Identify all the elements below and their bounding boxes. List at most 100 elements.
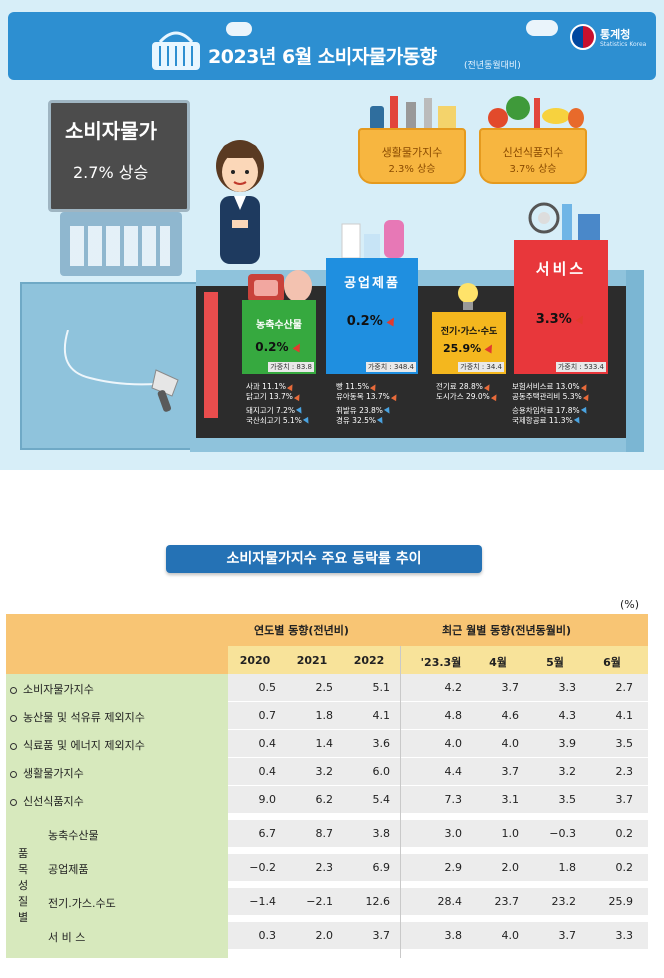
side-category-label: 품목성질별 — [16, 846, 30, 926]
arrow-up-icon — [492, 394, 499, 401]
row-label: 농축수산물 — [48, 827, 99, 843]
row-separator — [228, 847, 648, 848]
services-items: 보험서비스료 13.0% 공동주택관리비 5.3% 승용차임차료 17.8% 국… — [512, 382, 591, 426]
table-cell: 5.1 — [372, 681, 391, 694]
table-cell: 6.9 — [372, 861, 391, 874]
table-cell: 0.3 — [258, 929, 277, 942]
utilities-box: 전기·가스·수도 25.9% 가중치 : 34.4 — [432, 312, 506, 374]
table-cell: 4.2 — [444, 681, 463, 694]
agri-name: 농축수산물 — [256, 320, 302, 331]
row-shade — [228, 730, 648, 758]
industrial-items: 빵 11.5% 유아동복 13.7% 휘발유 23.8% 경유 32.5% — [336, 382, 399, 426]
row-separator — [228, 701, 648, 702]
monthly-group-header: 최근 월별 동향(전년동월비) — [442, 624, 572, 637]
column-header: '23.3월 — [420, 656, 462, 669]
table-cell: 5.4 — [372, 793, 391, 806]
table-cell: 3.7 — [558, 929, 577, 942]
fresh-food-icon — [488, 96, 584, 130]
table-cell: 9.0 — [258, 793, 277, 806]
table-cell: 3.2 — [558, 765, 577, 778]
row-separator — [228, 915, 648, 916]
row-separator — [228, 813, 648, 814]
cloud-icon — [226, 22, 252, 36]
table-cell: 0.4 — [258, 765, 277, 778]
table-row: 생활물가지수 0.4 3.2 6.0 4.4 3.7 3.2 2.3 — [6, 758, 648, 786]
row-label-text: 신선식품지수 — [23, 795, 84, 808]
table-row: 공업제품 −0.2 2.3 6.9 2.9 2.0 1.8 0.2 — [6, 854, 648, 882]
table-cell: 3.7 — [615, 793, 634, 806]
list-item: 휘발유 23.8% — [336, 406, 399, 416]
arrow-up-icon — [371, 384, 378, 391]
arrow-up-icon — [392, 394, 399, 401]
row-label-text: 서 비 스 — [48, 931, 86, 944]
row-shade — [228, 888, 648, 916]
list-item: 닭고기 13.7% — [246, 392, 311, 402]
table-cell: 0.5 — [258, 681, 277, 694]
row-label: 소비자물가지수 — [10, 681, 94, 697]
arrow-down-icon — [575, 418, 582, 425]
utilities-name: 전기·가스·수도 — [440, 327, 498, 337]
shopping-basket-icon — [152, 31, 200, 70]
industrial-name: 공업제품 — [344, 276, 400, 291]
list-item: 도시가스 29.0% — [436, 392, 499, 402]
industrial-box: 공업제품 0.2% 가중치 : 348.4 — [326, 258, 418, 374]
row-separator — [228, 729, 648, 730]
list-item: 보험서비스료 13.0% — [512, 382, 591, 392]
table-column-header-row — [228, 646, 648, 674]
row-shade — [228, 922, 648, 950]
row-label: 공업제품 — [48, 861, 88, 877]
agri-box: 농축수산물 0.2% 가중치 : 83.8 — [242, 300, 316, 374]
table-cell: 2.9 — [444, 861, 463, 874]
table-cell: 4.4 — [444, 765, 463, 778]
agri-items: 사과 11.1% 닭고기 13.7% 돼지고기 7.2% 국산쇠고기 5.1% — [246, 382, 311, 426]
table-cell: 4.0 — [501, 929, 520, 942]
table-cell: 3.8 — [444, 929, 463, 942]
table-title-bar: 소비자물가지수 주요 등락률 추이 — [166, 545, 482, 573]
table-cell: 1.8 — [315, 709, 334, 722]
services-weight: 가중치 : 533.4 — [555, 362, 606, 372]
arrow-up-icon — [584, 394, 591, 401]
table-cell: 28.4 — [437, 895, 463, 908]
table-cell: 4.8 — [444, 709, 463, 722]
column-header: 4월 — [489, 656, 507, 669]
unit-label: (%) — [620, 598, 640, 611]
arrow-up-icon — [387, 317, 397, 327]
row-shade — [228, 854, 648, 882]
industrial-weight: 가중치 : 348.4 — [365, 362, 416, 372]
annual-group-header: 연도별 동향(전년비) — [254, 624, 349, 637]
row-label-text: 전기.가스.수도 — [48, 897, 116, 910]
row-label-text: 농축수산물 — [48, 829, 99, 842]
table-cell: 0.4 — [258, 737, 277, 750]
arrow-down-icon — [378, 418, 385, 425]
table-row: 농산물 및 석유류 제외지수 0.7 1.8 4.1 4.8 4.6 4.3 4.1 — [6, 702, 648, 730]
counter-stand — [626, 270, 644, 452]
fresh-food-index-basket: 신선식품지수 3.7% 상승 — [479, 128, 587, 184]
list-item: 유아동복 13.7% — [336, 392, 399, 402]
milk-detergent-icon — [341, 220, 404, 258]
table-cell: 3.7 — [372, 929, 391, 942]
industrial-rate: 0.2% — [346, 314, 383, 329]
row-label-text: 식료품 및 에너지 제외지수 — [23, 739, 145, 752]
table-cell: 3.5 — [615, 737, 634, 750]
table-cell: 0.2 — [615, 827, 634, 840]
table-cell: −0.3 — [549, 827, 576, 840]
page-subtitle: (전년동월대비) — [464, 61, 521, 71]
table-cell: 2.5 — [315, 681, 334, 694]
list-item: 경유 32.5% — [336, 416, 399, 426]
table-cell: −2.1 — [306, 895, 333, 908]
table-cell: 0.7 — [258, 709, 277, 722]
row-label: 식료품 및 에너지 제외지수 — [10, 737, 145, 753]
row-label-text: 농산물 및 석유류 제외지수 — [23, 711, 145, 724]
row-shade — [228, 758, 648, 786]
table-cell: 8.7 — [315, 827, 334, 840]
table-cell: 4.0 — [444, 737, 463, 750]
table-header — [6, 614, 648, 646]
table-cell: −1.4 — [249, 895, 276, 908]
list-item: 빵 11.5% — [336, 382, 399, 392]
table-cell: 4.1 — [615, 709, 634, 722]
row-label-text: 공업제품 — [48, 863, 89, 876]
table-cell: 3.2 — [315, 765, 334, 778]
row-separator — [228, 785, 648, 786]
table-cell: 3.9 — [558, 737, 577, 750]
